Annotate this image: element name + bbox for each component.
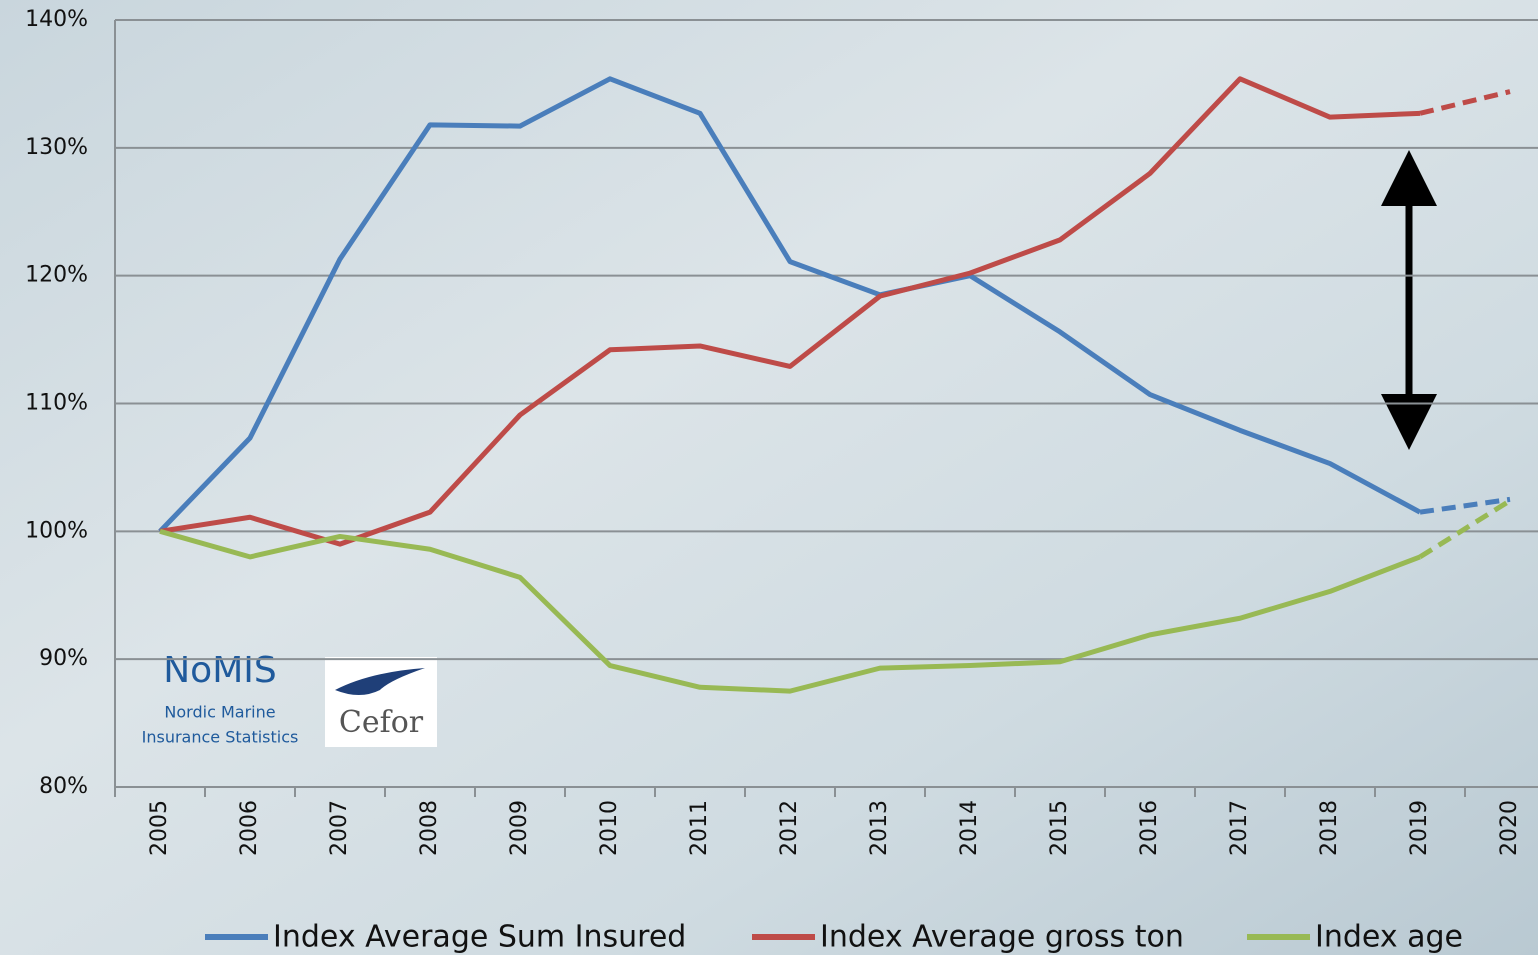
x-tick-label: 2010 [597, 800, 622, 856]
x-tick-label: 2005 [147, 800, 172, 856]
x-tick-label: 2020 [1497, 800, 1522, 856]
chart: NoMIS Nordic Marine Insurance Statistics… [0, 0, 1538, 955]
y-tick-label: 110% [25, 391, 88, 416]
y-tick-label: 140% [25, 7, 88, 32]
legend-label: Index Average gross ton [820, 920, 1184, 955]
x-tick-label: 2015 [1047, 800, 1072, 856]
logo-nomis: NoMIS [163, 650, 276, 691]
x-tick-label: 2013 [867, 800, 892, 856]
y-tick-label: 130% [25, 135, 88, 160]
x-tick-label: 2018 [1317, 800, 1342, 856]
logo-subtitle: Nordic Marine [164, 703, 275, 722]
legend-label: Index Average Sum Insured [273, 920, 686, 955]
x-tick-label: 2007 [327, 800, 352, 856]
y-tick-label: 80% [39, 774, 88, 799]
logo-subtitle: Insurance Statistics [142, 728, 299, 747]
x-tick-label: 2011 [687, 800, 712, 856]
x-tick-label: 2017 [1227, 800, 1252, 856]
page: NoMIS Nordic Marine Insurance Statistics… [0, 0, 1538, 955]
x-tick-label: 2014 [957, 800, 982, 856]
x-tick-label: 2012 [777, 800, 802, 856]
y-tick-label: 90% [39, 646, 88, 671]
logo-cefor: Cefor [339, 705, 424, 740]
legend-label: Index age [1315, 920, 1463, 955]
x-tick-label: 2008 [417, 800, 442, 856]
y-tick-label: 120% [25, 263, 88, 288]
x-tick-label: 2006 [237, 800, 262, 856]
background [0, 0, 1538, 955]
x-tick-label: 2016 [1137, 800, 1162, 856]
x-tick-label: 2019 [1407, 800, 1432, 856]
y-tick-label: 100% [25, 518, 88, 543]
x-tick-label: 2009 [507, 800, 532, 856]
